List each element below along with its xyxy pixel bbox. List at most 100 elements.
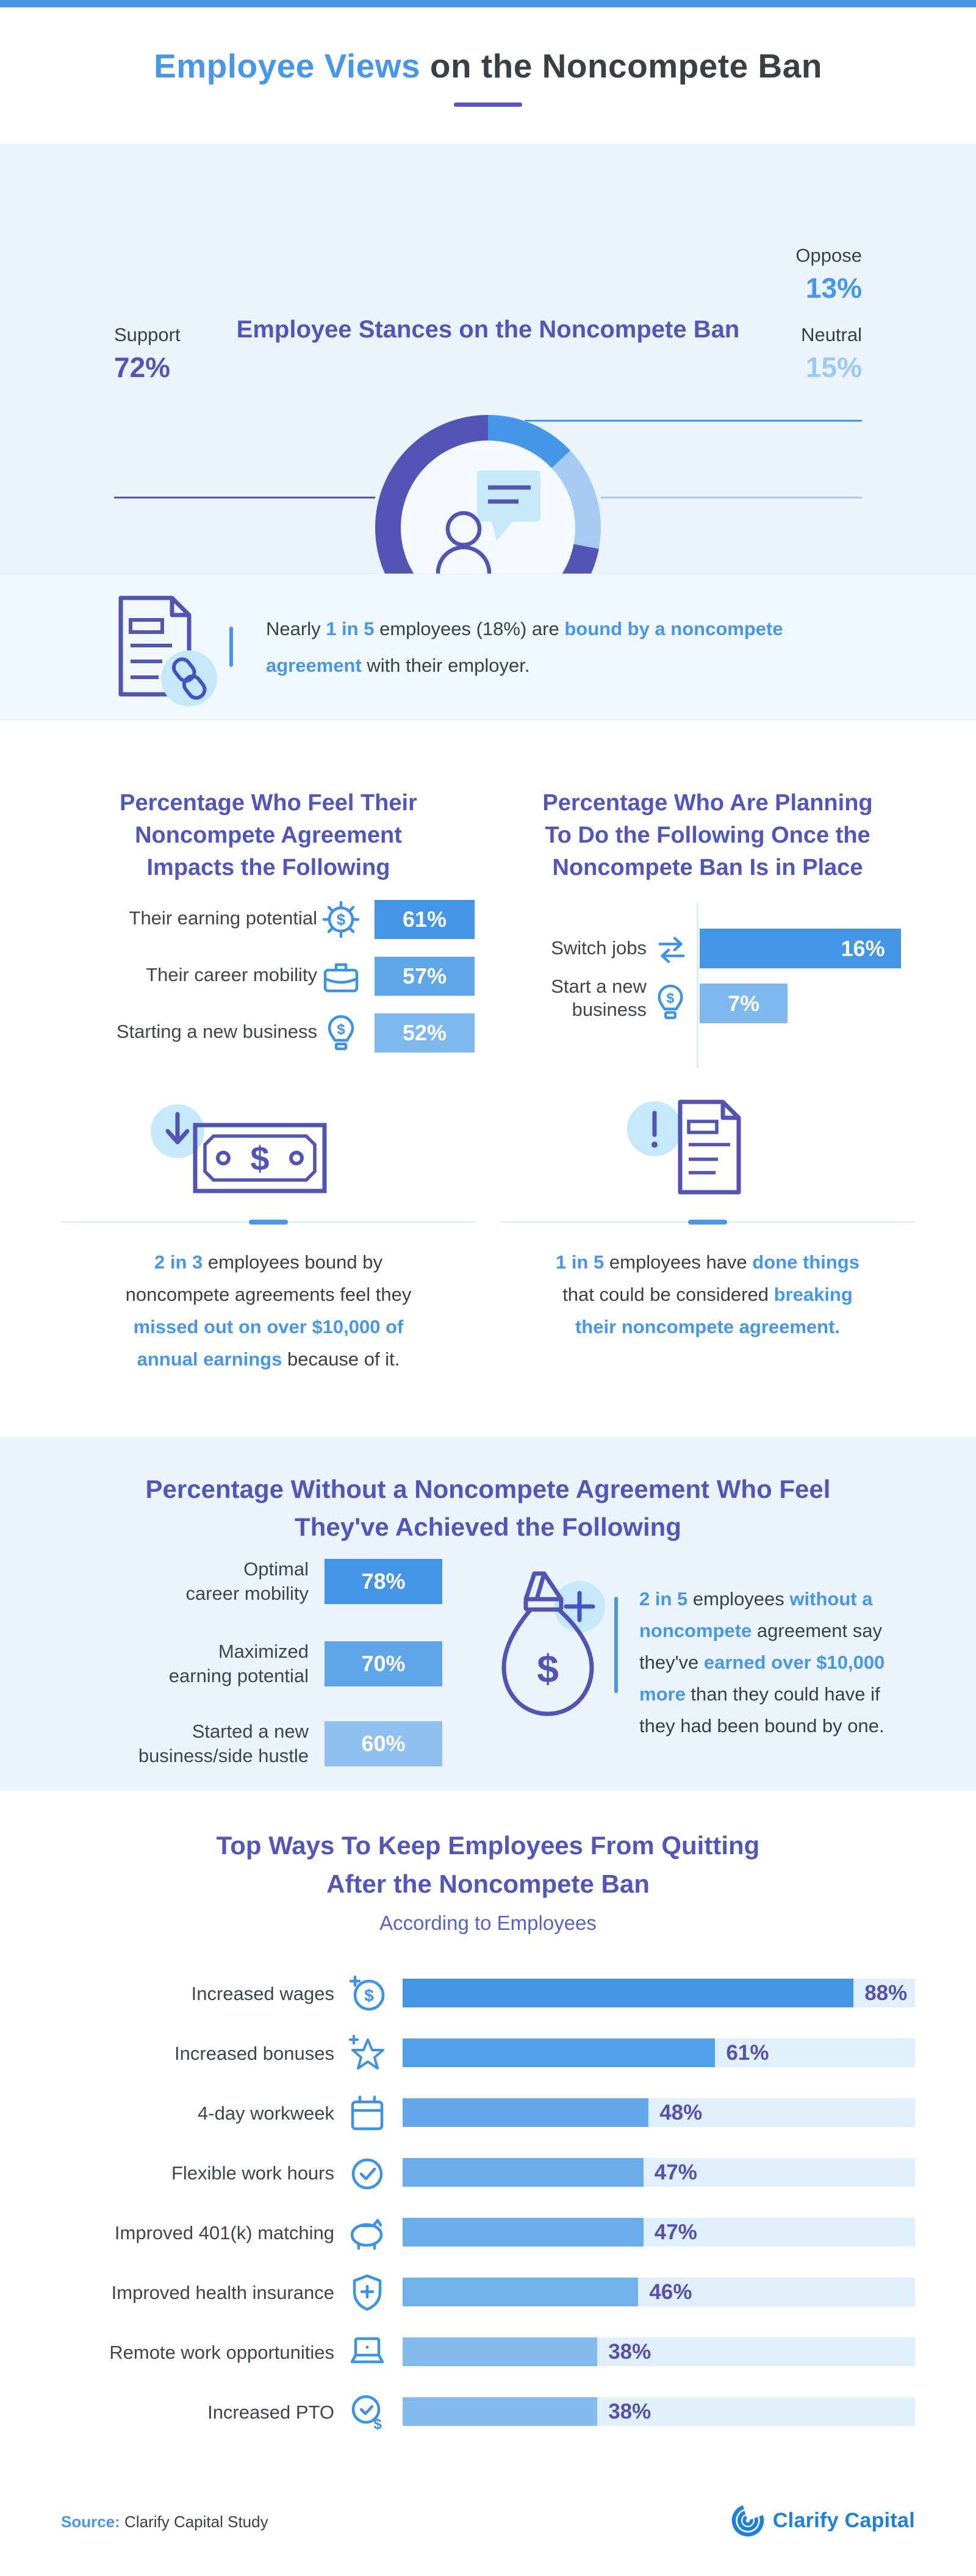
- text-part: they've: [639, 1652, 704, 1673]
- text-highlight: missed out on over $10,000 of: [133, 1316, 404, 1337]
- label-line: career mobility: [185, 1583, 309, 1604]
- column-divider-accent: [688, 1220, 727, 1225]
- label-line: Start a new: [551, 976, 647, 997]
- money-bag-plus-icon: $: [501, 1571, 605, 1716]
- topways-heading: Top Ways To Keep Employees From Quitting…: [0, 1826, 976, 1903]
- section-top-ways: Top Ways To Keep Employees From Quitting…: [0, 1791, 976, 2502]
- lightbulb-dollar-icon: $: [658, 984, 683, 1020]
- plans-heading: Percentage Who Are Planning To Do the Fo…: [500, 787, 915, 884]
- achieved-bar: 60%: [325, 1721, 442, 1766]
- brand-logo: Clarify Capital: [730, 2503, 915, 2538]
- achieved-bar-value: 78%: [361, 1569, 406, 1594]
- star-plus-icon: [349, 2035, 384, 2070]
- support-leader-line: [114, 497, 375, 498]
- heading-line: Noncompete Agreement: [135, 822, 402, 848]
- section-achieved: Percentage Without a Noncompete Agreemen…: [0, 1437, 976, 1791]
- coin-dollar-icon: $: [349, 1975, 385, 2011]
- plans-row-label: Start a new business: [500, 975, 647, 1021]
- text-highlight: more: [639, 1683, 686, 1705]
- impacts-bar: 61%: [375, 900, 475, 939]
- heading-line: Impacts the Following: [146, 855, 390, 880]
- heading-line: Percentage Who Are Planning: [542, 790, 873, 816]
- label-line: business/side hustle: [138, 1745, 309, 1766]
- topways-bar-value: 47%: [654, 2220, 697, 2244]
- topways-subheading: According to Employees: [379, 1912, 597, 1934]
- badge-check-icon: [351, 2158, 383, 2190]
- achieved-divider: [614, 1597, 618, 1693]
- text-part: Nearly: [266, 618, 326, 639]
- topways-track: 46%: [403, 2278, 915, 2306]
- topways-row-label: 4-day workweek: [198, 2103, 334, 2124]
- topways-bar: [403, 2098, 649, 2127]
- text-highlight: without a: [789, 1588, 873, 1610]
- topways-track: 48%: [403, 2098, 915, 2127]
- label-line: Optimal: [243, 1558, 309, 1580]
- text-highlight: 1 in 5: [556, 1251, 605, 1273]
- column-divider-accent: [249, 1220, 288, 1225]
- text-highlight: their noncompete agreement.: [575, 1316, 841, 1337]
- page-title: Employee Views on the Noncompete Ban: [0, 46, 976, 85]
- impacts-bar-value: 52%: [402, 1020, 447, 1045]
- calendar-icon: [351, 2095, 384, 2131]
- svg-text:$: $: [667, 990, 675, 1006]
- topways-bar: [403, 2278, 639, 2306]
- heading-line: Percentage Without a Noncompete Agreemen…: [145, 1475, 831, 1503]
- svg-text:$: $: [537, 1647, 559, 1691]
- stances-donut-chart: [375, 415, 601, 641]
- text-part: that could be considered: [562, 1284, 774, 1305]
- text-part: with their employer.: [361, 655, 530, 676]
- callout-divider: [229, 627, 233, 667]
- topways-track: 88%: [403, 1979, 915, 2007]
- topways-bar-value: 48%: [659, 2100, 703, 2124]
- text-part: than they could have if: [685, 1683, 880, 1705]
- support-label: Support: [114, 324, 181, 345]
- label-line: Maximized: [218, 1641, 309, 1662]
- topways-bar: [403, 2038, 716, 2067]
- text-highlight: earned over $10,000: [703, 1652, 885, 1673]
- topways-bar: [403, 2158, 644, 2187]
- topways-row-label: Flexible work hours: [171, 2162, 334, 2184]
- label-line: business: [572, 999, 647, 1020]
- heading-line: They've Achieved the Following: [295, 1513, 681, 1541]
- text-highlight: 2 in 5: [639, 1588, 688, 1610]
- impacts-row-label: Their earning potential: [129, 907, 317, 929]
- topways-bar: [403, 2218, 644, 2247]
- impacts-bar: 52%: [375, 1013, 475, 1052]
- oppose-value: 13%: [805, 272, 862, 304]
- plans-bar-value: 16%: [841, 935, 885, 961]
- plans-bar: 16%: [700, 929, 901, 968]
- topways-track: 47%: [403, 2218, 915, 2247]
- achieved-bar-value: 60%: [361, 1731, 406, 1756]
- heading-line: To Do the Following Once the: [545, 822, 870, 848]
- bound-callout-text: Nearly 1 in 5 employees (18%) are bound …: [266, 611, 888, 684]
- heading-line: After the Noncompete Ban: [326, 1869, 650, 1898]
- section-employee-stances: Employee Stances on the Noncompete Ban O…: [0, 143, 976, 641]
- section-bound-callout: Nearly 1 in 5 employees (18%) are bound …: [0, 574, 976, 720]
- laptop-icon: [350, 2337, 384, 2364]
- text-highlight: noncompete: [639, 1620, 752, 1641]
- heading-line: Top Ways To Keep Employees From Quitting: [216, 1831, 760, 1860]
- impacts-row-label: Their career mobility: [146, 964, 317, 985]
- document-alert-icon: [627, 1099, 741, 1195]
- topways-bar: [403, 2337, 598, 2366]
- topways-bar-value: 46%: [649, 2279, 692, 2304]
- text-part: noncompete agreements feel they: [125, 1284, 412, 1305]
- impacts-bar: 57%: [375, 957, 475, 996]
- swap-arrows-icon: [658, 937, 685, 963]
- source-note: Source: Clarify Capital Study: [61, 2513, 268, 2531]
- svg-text:$: $: [337, 1021, 345, 1038]
- gear-dollar-icon: $: [322, 901, 360, 938]
- achieved-row-label: Started a new business/side hustle: [37, 1719, 309, 1768]
- neutral-value: 15%: [805, 351, 862, 383]
- text-highlight: bound by a noncompete: [564, 618, 783, 639]
- impacts-row-label: Starting a new business: [116, 1021, 317, 1042]
- topways-row-label: Increased wages: [191, 1983, 334, 2004]
- svg-text:$: $: [337, 910, 346, 929]
- page-title-rest: on the Noncompete Ban: [420, 47, 822, 85]
- achieved-bar-value: 70%: [361, 1651, 406, 1676]
- neutral-label: Neutral: [801, 324, 862, 345]
- shield-plus-icon: [353, 2274, 382, 2311]
- source-label: Source:: [61, 2513, 120, 2531]
- lightbulb-dollar-icon: $: [328, 1015, 354, 1051]
